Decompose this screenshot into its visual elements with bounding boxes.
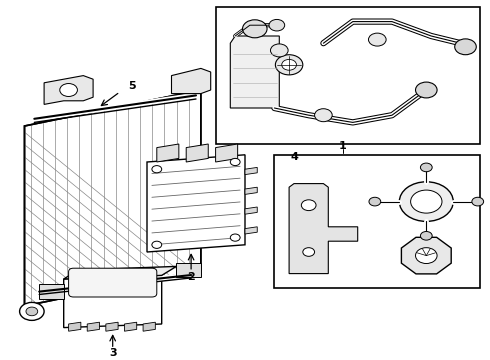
Polygon shape: [230, 36, 279, 108]
Circle shape: [26, 307, 38, 316]
Circle shape: [399, 182, 453, 221]
Polygon shape: [147, 155, 245, 252]
Circle shape: [152, 166, 162, 173]
Polygon shape: [186, 144, 208, 162]
Circle shape: [243, 20, 267, 38]
Circle shape: [152, 241, 162, 248]
Circle shape: [472, 197, 484, 206]
Polygon shape: [69, 322, 81, 331]
Polygon shape: [245, 167, 257, 175]
Polygon shape: [176, 263, 201, 277]
Circle shape: [282, 59, 296, 70]
Polygon shape: [245, 207, 257, 214]
Polygon shape: [245, 227, 257, 234]
Circle shape: [420, 231, 432, 240]
Circle shape: [269, 19, 285, 31]
Circle shape: [270, 44, 288, 57]
Circle shape: [230, 158, 240, 166]
Text: 2: 2: [187, 272, 195, 282]
Text: 4: 4: [290, 152, 298, 162]
Polygon shape: [124, 322, 137, 331]
Polygon shape: [245, 187, 257, 194]
Polygon shape: [143, 322, 155, 331]
Circle shape: [60, 84, 77, 96]
Text: 3: 3: [109, 348, 117, 358]
Circle shape: [416, 248, 437, 264]
Circle shape: [230, 234, 240, 241]
Polygon shape: [157, 144, 179, 162]
Circle shape: [301, 200, 316, 211]
Text: 1: 1: [339, 141, 347, 151]
Circle shape: [315, 109, 332, 122]
Circle shape: [455, 39, 476, 55]
Text: 5: 5: [128, 81, 136, 91]
Circle shape: [411, 190, 442, 213]
Bar: [274, 155, 480, 288]
Polygon shape: [106, 322, 118, 331]
Polygon shape: [289, 184, 358, 274]
Polygon shape: [24, 90, 201, 306]
Circle shape: [20, 302, 44, 320]
Polygon shape: [44, 76, 93, 104]
Circle shape: [303, 248, 315, 256]
Polygon shape: [216, 144, 238, 162]
Circle shape: [420, 163, 432, 172]
Circle shape: [368, 33, 386, 46]
Polygon shape: [64, 275, 162, 328]
Polygon shape: [64, 266, 176, 279]
Bar: [216, 7, 480, 144]
FancyBboxPatch shape: [69, 268, 157, 297]
Polygon shape: [172, 68, 211, 94]
Circle shape: [416, 82, 437, 98]
Circle shape: [369, 197, 381, 206]
Circle shape: [275, 55, 303, 75]
Polygon shape: [401, 237, 451, 274]
Polygon shape: [39, 284, 64, 299]
Polygon shape: [87, 322, 99, 331]
